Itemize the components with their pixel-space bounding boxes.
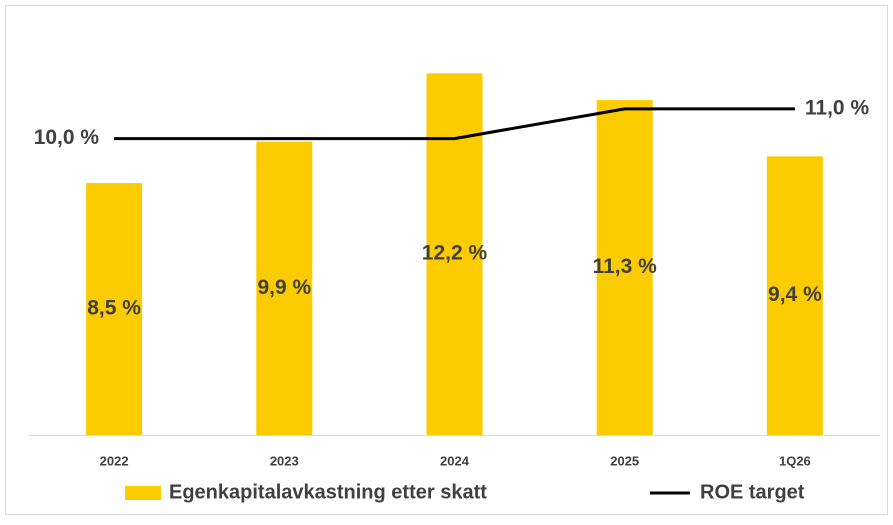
data-label: 11,3 %	[593, 255, 658, 278]
data-label: 9,9 %	[257, 276, 311, 299]
bar	[766, 156, 823, 435]
data-label: 8,5 %	[87, 297, 141, 320]
data-label: 11,0 %	[805, 96, 870, 119]
data-label: 10,0 %	[34, 126, 100, 149]
bar	[426, 73, 483, 435]
legend-label: ROE target	[700, 481, 805, 503]
x-tick-label: 2024	[440, 453, 470, 468]
x-tick-label: 2023	[270, 453, 299, 468]
bar	[256, 141, 313, 436]
line	[114, 107, 795, 141]
bar	[86, 183, 143, 435]
x-tick-label: 1Q26	[779, 453, 811, 468]
legend-label: Egenkapitalavkastning etter skatt	[169, 481, 487, 503]
data-label: 12,2 %	[422, 242, 488, 265]
legend-swatch	[125, 486, 161, 500]
bar	[596, 100, 653, 436]
data-label: 9,4 %	[768, 283, 822, 306]
x-tick-label: 2022	[100, 453, 129, 468]
x-tick-label: 2025	[610, 453, 639, 468]
